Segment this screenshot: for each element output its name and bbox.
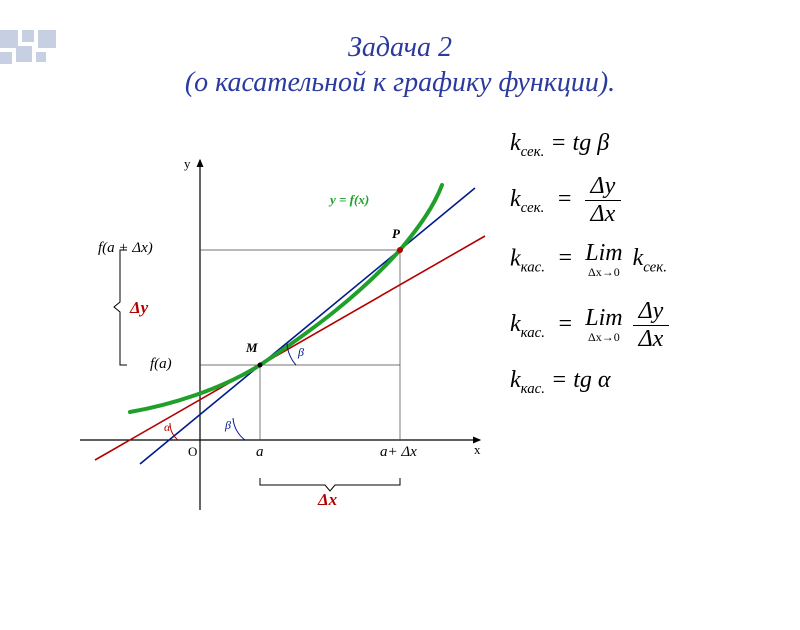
f4-sub: кас.: [521, 325, 545, 341]
f4-num: Δy: [633, 298, 670, 325]
f4-k: k: [510, 311, 521, 337]
function-curve: [130, 185, 442, 412]
f4-den: Δx: [633, 325, 670, 353]
point-m-label: M: [246, 340, 258, 356]
x-tick-adx: a+ Δx: [380, 444, 417, 461]
f2-sub: сек.: [521, 200, 545, 216]
f4-fraction: Δy Δx: [633, 298, 670, 353]
graph-svg: [70, 140, 490, 520]
x-tick-a: a: [256, 444, 264, 461]
beta-arc-axis-icon: [233, 418, 245, 440]
f1-sub: сек.: [521, 144, 545, 160]
point-p-icon: [397, 247, 403, 253]
beta-m-label: β: [298, 345, 304, 360]
formulas-panel: kсек. = tg β kсек. = Δy Δx kкас. = Lim Δ…: [510, 130, 790, 410]
f3-k: k: [510, 245, 521, 271]
f5-sub: кас.: [521, 381, 545, 397]
formula-kkas-lim-ksec: kкас. = Lim Δx→0 kсек.: [510, 240, 790, 280]
content-area: y x O f(a + Δx) f(a) a a+ Δx Δy Δx y = f…: [0, 100, 800, 580]
f3-lim: Lim: [585, 240, 622, 266]
f4-eq: =: [557, 311, 573, 337]
f2-eq: =: [556, 186, 572, 212]
f3-limsub: Δx→0: [585, 265, 622, 280]
y-tick-fa-dx: f(a + Δx): [98, 240, 153, 257]
y-tick-fa: f(a): [150, 356, 172, 373]
f2-k: k: [510, 186, 521, 212]
f5-k: k: [510, 367, 521, 393]
y-tick-fa-text: f(a): [150, 356, 172, 372]
corner-decoration: [0, 30, 120, 80]
tangent-line: [95, 236, 485, 460]
deco-sq: [36, 52, 46, 62]
origin-label: O: [188, 444, 197, 460]
secant-line: [140, 188, 475, 464]
beta-axis-label: β: [225, 418, 231, 433]
f2-fraction: Δy Δx: [585, 173, 622, 228]
f1-k: k: [510, 130, 521, 156]
f3-rk: k: [633, 245, 644, 271]
f3-eq: =: [557, 245, 573, 271]
x-axis-label: x: [474, 442, 481, 458]
point-m-icon: [258, 363, 263, 368]
title-line2: (о касательной к графику функции).: [0, 65, 800, 100]
title-line1: Задача 2: [0, 30, 800, 65]
curve-label: y = f(x): [330, 192, 369, 208]
dy-brace-icon: [114, 250, 127, 365]
f3-rsub: сек.: [643, 259, 667, 275]
f1-right: = tg β: [550, 130, 609, 156]
f2-num: Δy: [585, 173, 622, 200]
deco-sq: [22, 30, 34, 42]
deco-sq: [16, 46, 32, 62]
delta-x-label: Δx: [318, 490, 337, 510]
deco-sq: [0, 52, 12, 64]
delta-y-label: Δy: [130, 298, 148, 318]
alpha-label: α: [164, 420, 170, 435]
deco-sq: [38, 30, 56, 48]
f2-den: Δx: [585, 200, 622, 228]
f4-lim-block: Lim Δx→0: [585, 305, 622, 345]
formula-kkas-lim-frac: kкас. = Lim Δx→0 Δy Δx: [510, 298, 790, 353]
point-p-label: P: [392, 226, 400, 242]
f3-sub: кас.: [521, 259, 545, 275]
f4-limsub: Δx→0: [585, 330, 622, 345]
formula-ksec-tgbeta: kсек. = tg β: [510, 130, 790, 161]
f4-lim: Lim: [585, 305, 622, 331]
formula-kkas-tgalpha: kкас. = tg α: [510, 367, 790, 398]
page-title: Задача 2 (о касательной к графику функци…: [0, 30, 800, 100]
f3-lim-block: Lim Δx→0: [585, 240, 622, 280]
graph-panel: y x O f(a + Δx) f(a) a a+ Δx Δy Δx y = f…: [70, 140, 490, 520]
y-axis-label: y: [184, 156, 191, 172]
y-tick-fa-dx-text: f(a + Δx): [98, 240, 153, 256]
formula-ksec-frac: kсек. = Δy Δx: [510, 173, 790, 228]
f5-right: = tg α: [551, 367, 610, 393]
